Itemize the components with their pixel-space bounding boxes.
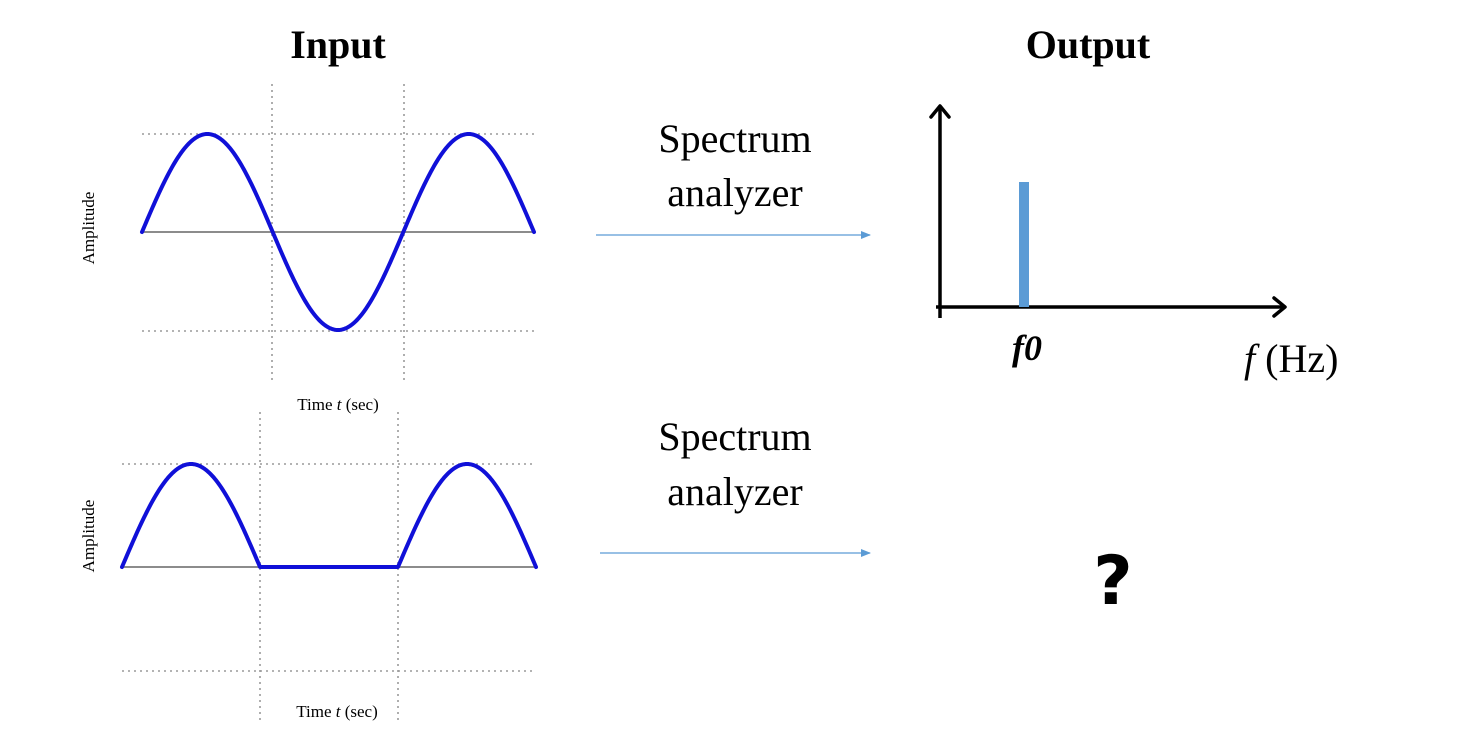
spectrum-analyzer-label: Spectrum — [658, 116, 811, 161]
sine-waveform — [140, 132, 536, 332]
sine-wave-plot: Amplitude Time t (sec) — [79, 84, 536, 414]
rectified-wave-plot: Amplitude Time t (sec) — [79, 412, 538, 722]
spectral-spike — [1019, 182, 1029, 307]
spectrum-analyzer-label: Spectrum — [658, 414, 811, 459]
spectrum-analyzer-label: analyzer — [667, 469, 802, 514]
input-heading: Input — [290, 22, 386, 67]
frequency-axis-label: f (Hz) — [1244, 336, 1338, 381]
spike-frequency-label: f0 — [1012, 328, 1042, 368]
time-axis-label: Time t (sec) — [296, 702, 378, 721]
time-axis-label: Time t (sec) — [297, 395, 379, 414]
output-heading: Output — [1026, 22, 1151, 67]
rectified-waveform — [120, 462, 538, 569]
output-spectrum-plot: f0 f (Hz) — [929, 104, 1338, 381]
amplitude-axis-label: Amplitude — [79, 500, 98, 573]
unknown-output-mark: ? — [1093, 542, 1132, 621]
amplitude-axis-label: Amplitude — [79, 192, 98, 265]
spectrum-analyzer-label: analyzer — [667, 170, 802, 215]
